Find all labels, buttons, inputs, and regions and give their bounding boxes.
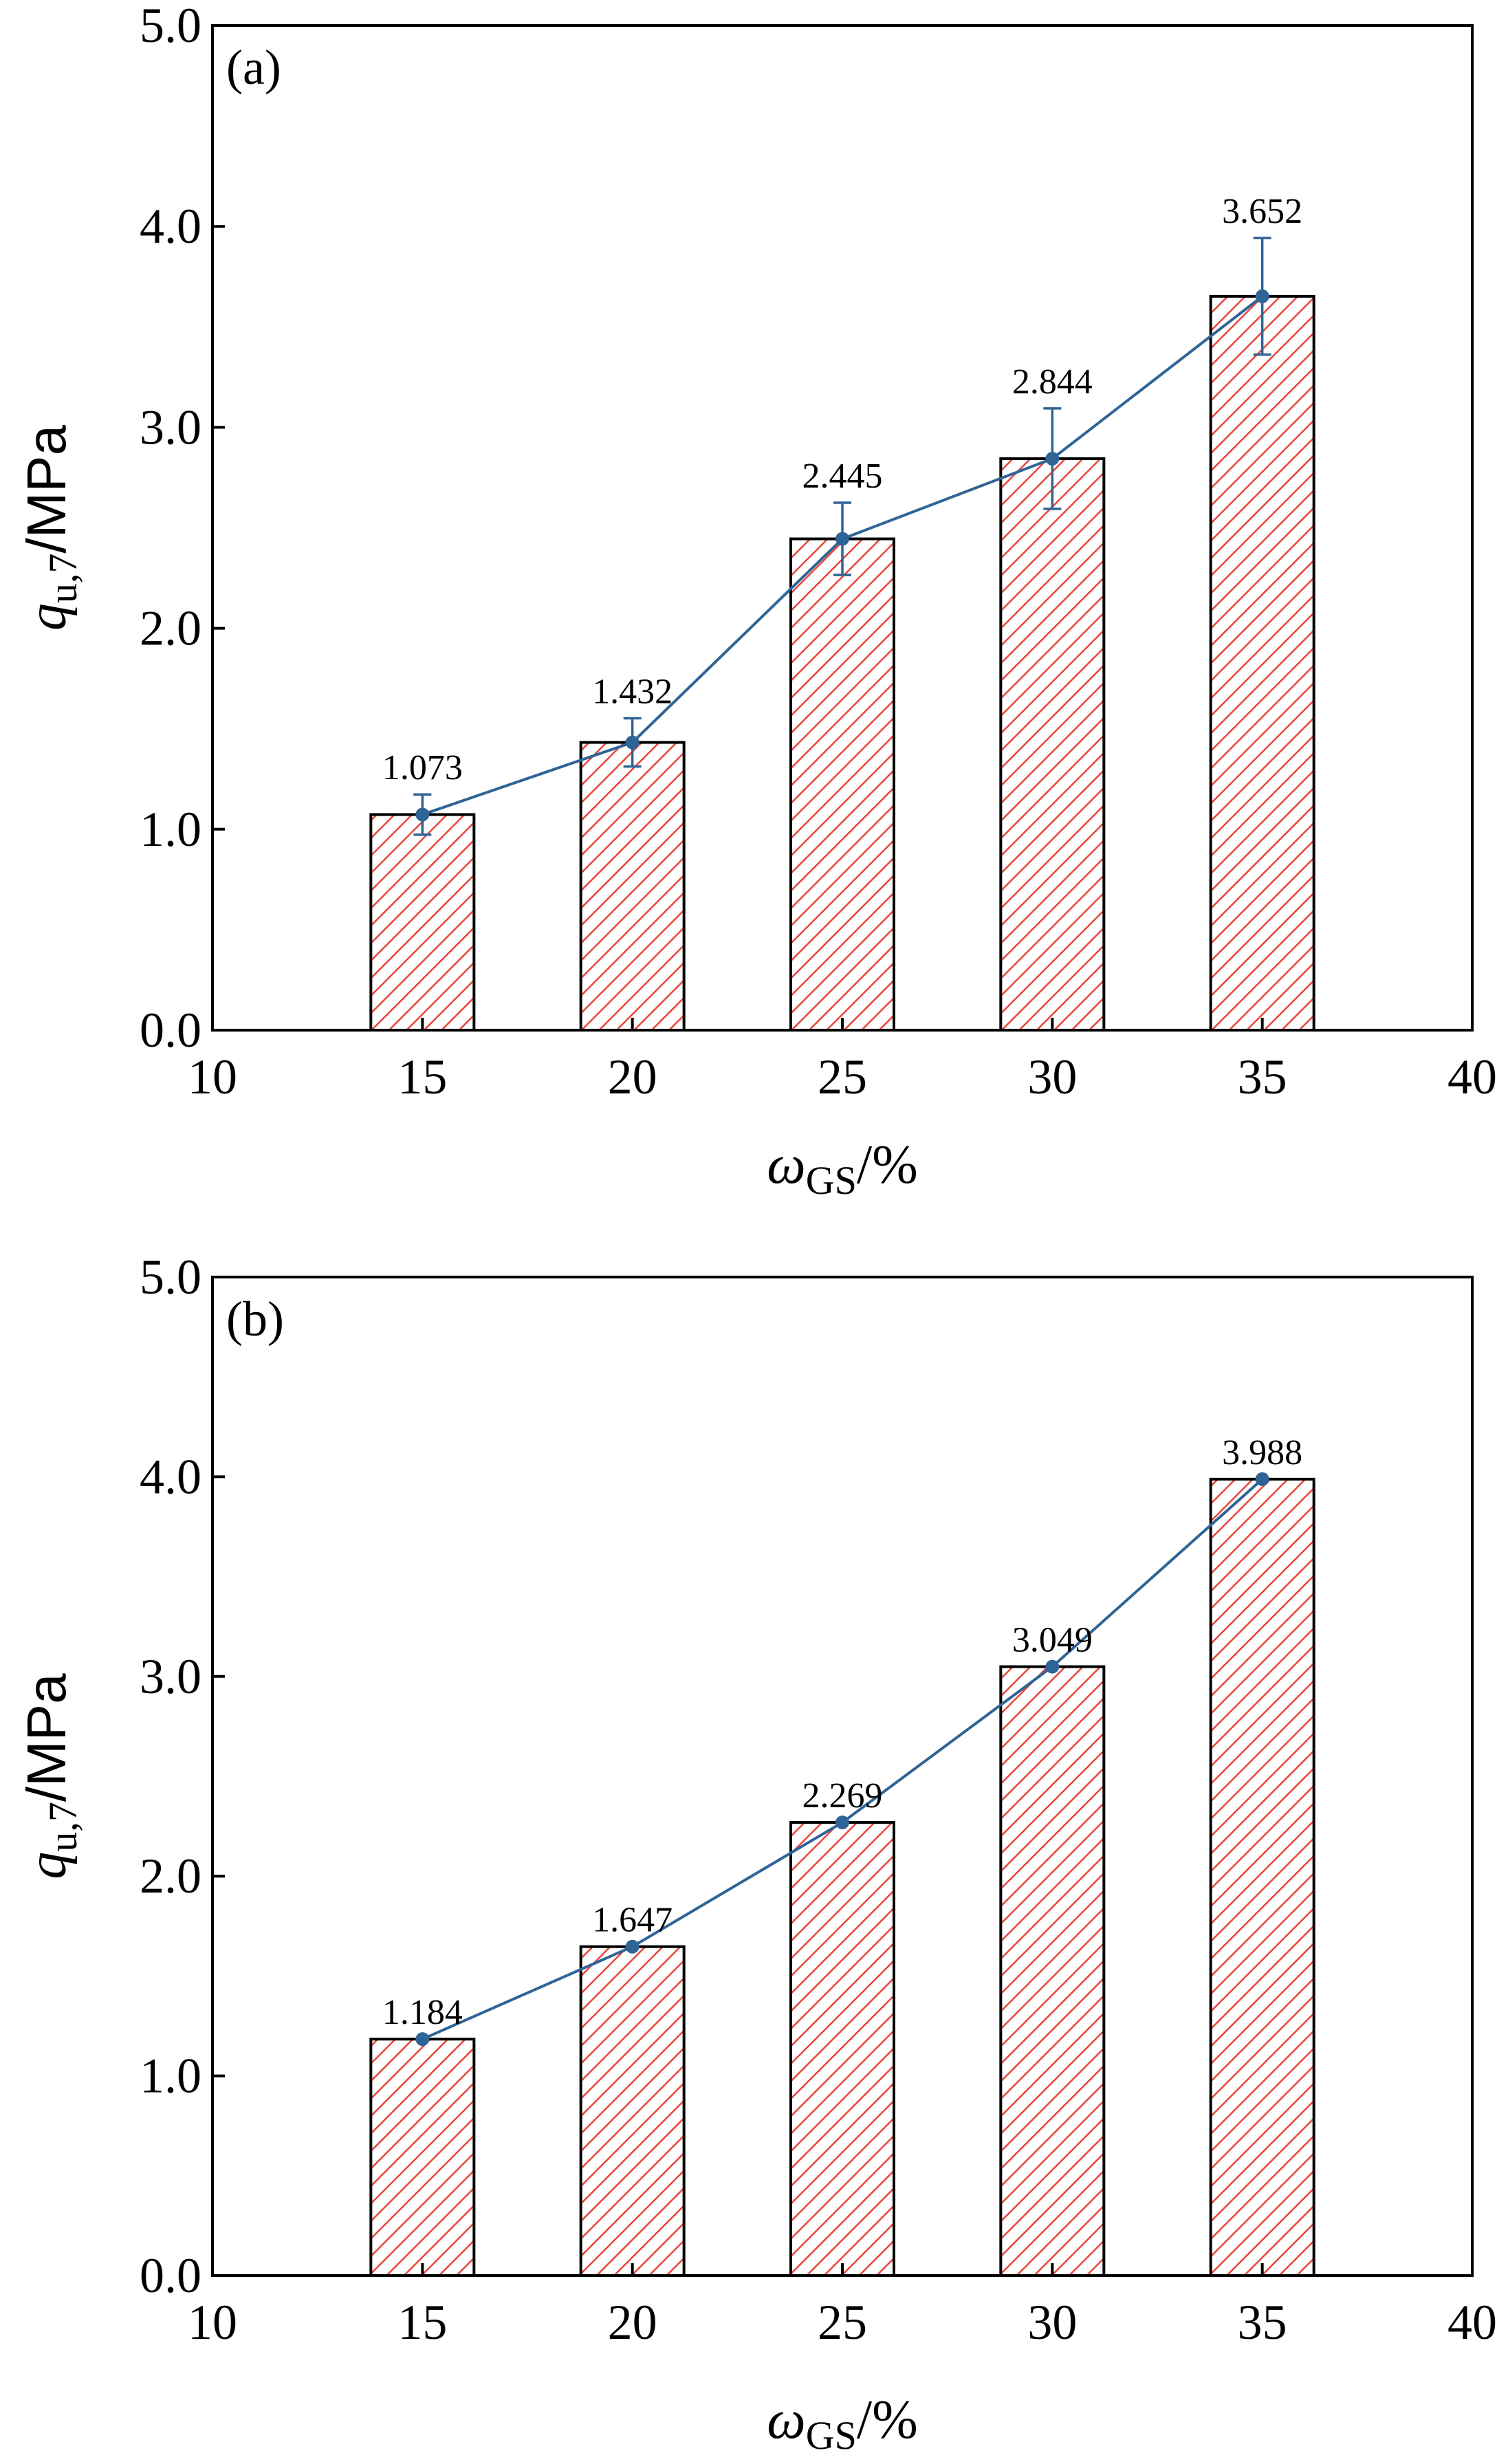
bar bbox=[369, 813, 476, 1032]
y-tick-label: 2.0 bbox=[140, 601, 201, 656]
data-label: 2.445 bbox=[802, 457, 883, 496]
bar bbox=[579, 741, 686, 1032]
y-tick-label: 3.0 bbox=[140, 400, 201, 455]
x-tick-label: 15 bbox=[397, 2295, 447, 2350]
bar bbox=[789, 537, 895, 1032]
y-tick-label: 5.0 bbox=[140, 0, 201, 53]
y-tick-label: 3.0 bbox=[140, 1649, 201, 1704]
y-axis-label: qu,7/MPa bbox=[16, 424, 85, 631]
bar bbox=[1209, 294, 1315, 1032]
data-label: 1.432 bbox=[592, 673, 673, 712]
x-tick-label: 30 bbox=[1027, 2295, 1077, 2350]
data-label: 1.647 bbox=[592, 1901, 673, 1940]
data-label: 1.073 bbox=[382, 748, 463, 787]
series-point bbox=[835, 532, 849, 546]
y-tick-label: 4.0 bbox=[140, 1449, 201, 1504]
x-axis-label-main: ω bbox=[767, 1135, 805, 1195]
x-tick-label: 40 bbox=[1447, 1049, 1497, 1104]
series-point bbox=[1255, 1472, 1269, 1486]
y-axis-label-suffix: /MPa bbox=[16, 1673, 77, 1802]
x-tick-label: 25 bbox=[818, 2295, 867, 2350]
y-tick-label: 1.0 bbox=[140, 802, 201, 857]
y-axis-label-main: q bbox=[17, 603, 78, 631]
x-tick-label: 10 bbox=[188, 2295, 237, 2350]
data-label: 2.269 bbox=[802, 1776, 883, 1816]
data-label: 2.844 bbox=[1012, 362, 1093, 402]
panel-label: (a) bbox=[226, 40, 281, 95]
y-axis-label-sub: u,7 bbox=[41, 554, 85, 604]
x-tick-label: 35 bbox=[1238, 2295, 1287, 2350]
x-tick-label: 25 bbox=[818, 1049, 867, 1104]
bar bbox=[999, 457, 1106, 1032]
chart-panel-b: 1.184 1.647 2.269 3.049 3.988 0.0 1.0 2.0 3.0 4.0… bbox=[16, 1250, 1497, 2458]
x-axis-label-sub: GS bbox=[806, 2413, 857, 2458]
data-label: 3.988 bbox=[1222, 1433, 1302, 1472]
bar bbox=[579, 1945, 686, 2277]
x-tick-label: 40 bbox=[1447, 2295, 1497, 2350]
y-tick-label: 1.0 bbox=[140, 2049, 201, 2104]
series-point bbox=[415, 807, 430, 822]
x-axis-label-suffix: /% bbox=[857, 2390, 918, 2450]
bar bbox=[1209, 1477, 1315, 2277]
y-tick-label: 2.0 bbox=[140, 1849, 201, 1904]
x-tick-label: 20 bbox=[608, 2295, 657, 2350]
y-axis-label-sub: u,7 bbox=[41, 1802, 85, 1852]
x-axis-label-sub: GS bbox=[806, 1158, 857, 1203]
x-axis-label: ωGS/% bbox=[767, 1135, 918, 1203]
series-point bbox=[625, 1939, 640, 1954]
y-tick-label: 0.0 bbox=[140, 1003, 201, 1058]
series-point bbox=[1045, 451, 1060, 466]
series-point bbox=[415, 2032, 430, 2047]
x-tick-label: 15 bbox=[397, 1049, 447, 1104]
x-tick-label: 35 bbox=[1238, 1049, 1287, 1104]
bar bbox=[999, 1665, 1106, 2277]
y-tick-label: 4.0 bbox=[140, 199, 201, 254]
x-axis-label: ωGS/% bbox=[767, 2390, 918, 2458]
series-point bbox=[1045, 1659, 1060, 1674]
x-tick-label: 20 bbox=[608, 1049, 657, 1104]
bar bbox=[789, 1821, 895, 2278]
bar bbox=[369, 2038, 476, 2278]
data-label: 3.652 bbox=[1222, 192, 1302, 231]
x-axis-label-suffix: /% bbox=[857, 1135, 918, 1195]
chart-panel-a: 1.073 1.432 2.445 2.844 3.652 0.0 1.0 2.0 3.0 4.0… bbox=[16, 0, 1497, 1203]
y-axis-label-main: q bbox=[17, 1852, 78, 1879]
y-tick-label: 5.0 bbox=[140, 1250, 201, 1305]
data-label: 3.049 bbox=[1012, 1621, 1093, 1660]
x-tick-label: 30 bbox=[1027, 1049, 1077, 1104]
series-point bbox=[835, 1816, 849, 1830]
x-axis-label-main: ω bbox=[767, 2390, 805, 2450]
data-label: 1.184 bbox=[382, 1993, 463, 2032]
x-tick-label: 10 bbox=[188, 1049, 237, 1104]
panel-label: (b) bbox=[226, 1291, 284, 1347]
y-axis-label: qu,7/MPa bbox=[16, 1673, 85, 1879]
series-point bbox=[625, 735, 640, 750]
series-point bbox=[1255, 289, 1269, 303]
y-axis-label-suffix: /MPa bbox=[16, 424, 77, 553]
y-tick-label: 0.0 bbox=[140, 2248, 201, 2303]
